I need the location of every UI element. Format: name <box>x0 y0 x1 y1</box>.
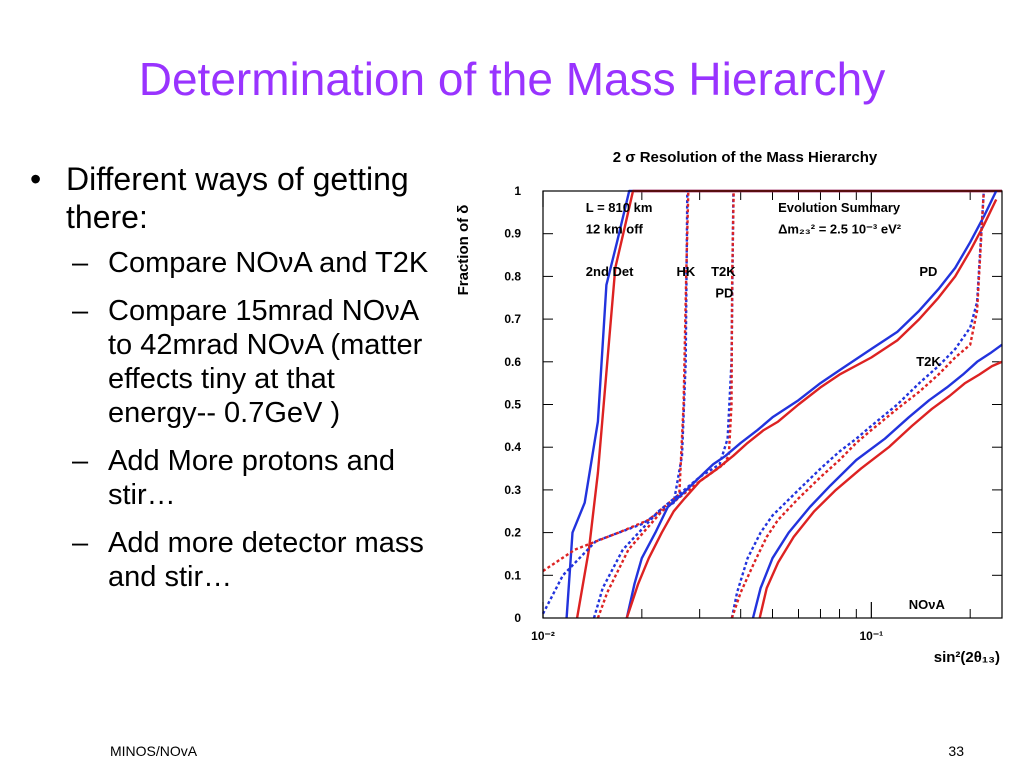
bullet-text: Different ways of getting there: <box>66 161 409 235</box>
y-tick-label: 0.7 <box>504 312 521 326</box>
chart-annotation: Evolution Summary <box>778 200 901 215</box>
series-line <box>751 343 1003 619</box>
sub-bullet-item: – Compare 15mrad NOνA to 42mrad NOνA (mat… <box>72 294 440 430</box>
series-line <box>575 189 1002 619</box>
y-axis-label: Fraction of δ <box>455 205 472 296</box>
dashed-series-line <box>542 190 690 572</box>
slide-title: Determination of the Mass Hierarchy <box>138 53 886 105</box>
dash-marker: – <box>72 295 89 327</box>
sub-bullet-text: Compare 15mrad NOνA to 42mrad NOνA (matt… <box>108 295 423 429</box>
dashed-series-line <box>730 190 985 619</box>
y-tick-label: 0.5 <box>504 398 521 412</box>
chart-annotation: Δm₂₃² = 2.5 10⁻³ eV² <box>778 221 902 236</box>
y-tick-label: 0.8 <box>504 269 521 283</box>
x-tick-label: 10⁻¹ <box>859 629 883 643</box>
series-line <box>758 360 1003 619</box>
dash-marker: – <box>72 247 89 279</box>
dash-marker: – <box>72 527 89 559</box>
sub-bullet-text: Add more detector mass and stir… <box>108 527 424 593</box>
series-line <box>625 198 998 619</box>
chart-annotation: 12 km off <box>586 221 644 236</box>
series-line <box>565 189 1002 619</box>
y-tick-label: 0.3 <box>504 483 521 497</box>
chart-annotation: HK <box>676 264 695 279</box>
sub-bullet-text: Compare NOνA and T2K <box>108 247 429 279</box>
dash-marker: – <box>72 445 89 477</box>
y-tick-label: 0.1 <box>504 568 521 582</box>
x-axis-label: sin²(2θ₁₃) <box>934 649 1000 666</box>
plot-frame <box>542 190 1003 619</box>
chart-annotation: T2K <box>916 354 941 369</box>
chart-annotation: 2nd Det <box>586 264 634 279</box>
sub-bullet-list: – Compare NOνA and T2K – Compare 15mrad NO… <box>30 246 440 594</box>
bullet-marker: • <box>30 161 42 197</box>
chart-annotation: L = 810 km <box>586 200 653 215</box>
series-line <box>625 190 998 619</box>
page-number: 33 <box>948 743 964 759</box>
plot-area <box>541 189 1003 619</box>
chart-annotation: NOνA <box>909 597 946 612</box>
sub-bullet-text: Add More protons and stir… <box>108 445 395 511</box>
sub-bullet-item: – Add more detector mass and stir… <box>72 526 440 594</box>
x-tick-label: 10⁻² <box>531 629 555 643</box>
chart-title: 2 σ Resolution of the Mass Hierarchy <box>613 149 878 166</box>
dashed-series-line <box>730 190 985 619</box>
sub-bullet-item: – Compare NOνA and T2K <box>72 246 440 280</box>
y-tick-label: 1 <box>514 184 521 198</box>
chart-annotation: PD <box>715 285 733 300</box>
dashed-series-line <box>596 190 735 619</box>
dashed-series-line <box>592 190 735 619</box>
y-tick-label: 0.2 <box>504 526 521 540</box>
sub-bullet-item: – Add More protons and stir… <box>72 444 440 512</box>
chart-annotation: T2K <box>711 264 736 279</box>
chart-annotation: PD <box>919 264 937 279</box>
y-tick-label: 0.6 <box>504 355 521 369</box>
dashed-series-line <box>541 190 689 615</box>
bullet-item: • Different ways of getting there: <box>30 160 440 236</box>
y-tick-label: 0 <box>514 611 521 625</box>
y-tick-label: 0.9 <box>504 227 521 241</box>
y-tick-label: 0.4 <box>504 440 521 454</box>
annotation-layer: 0 0.1 0.2 0.3 0.4 0.5 0.6 0.7 0.8 0.9 1 10⁻² 10⁻¹ L =… <box>504 184 945 643</box>
footer-label: MINOS/NOvA <box>110 743 198 759</box>
bullet-list: • Different ways of getting there: – Comp… <box>30 160 440 608</box>
